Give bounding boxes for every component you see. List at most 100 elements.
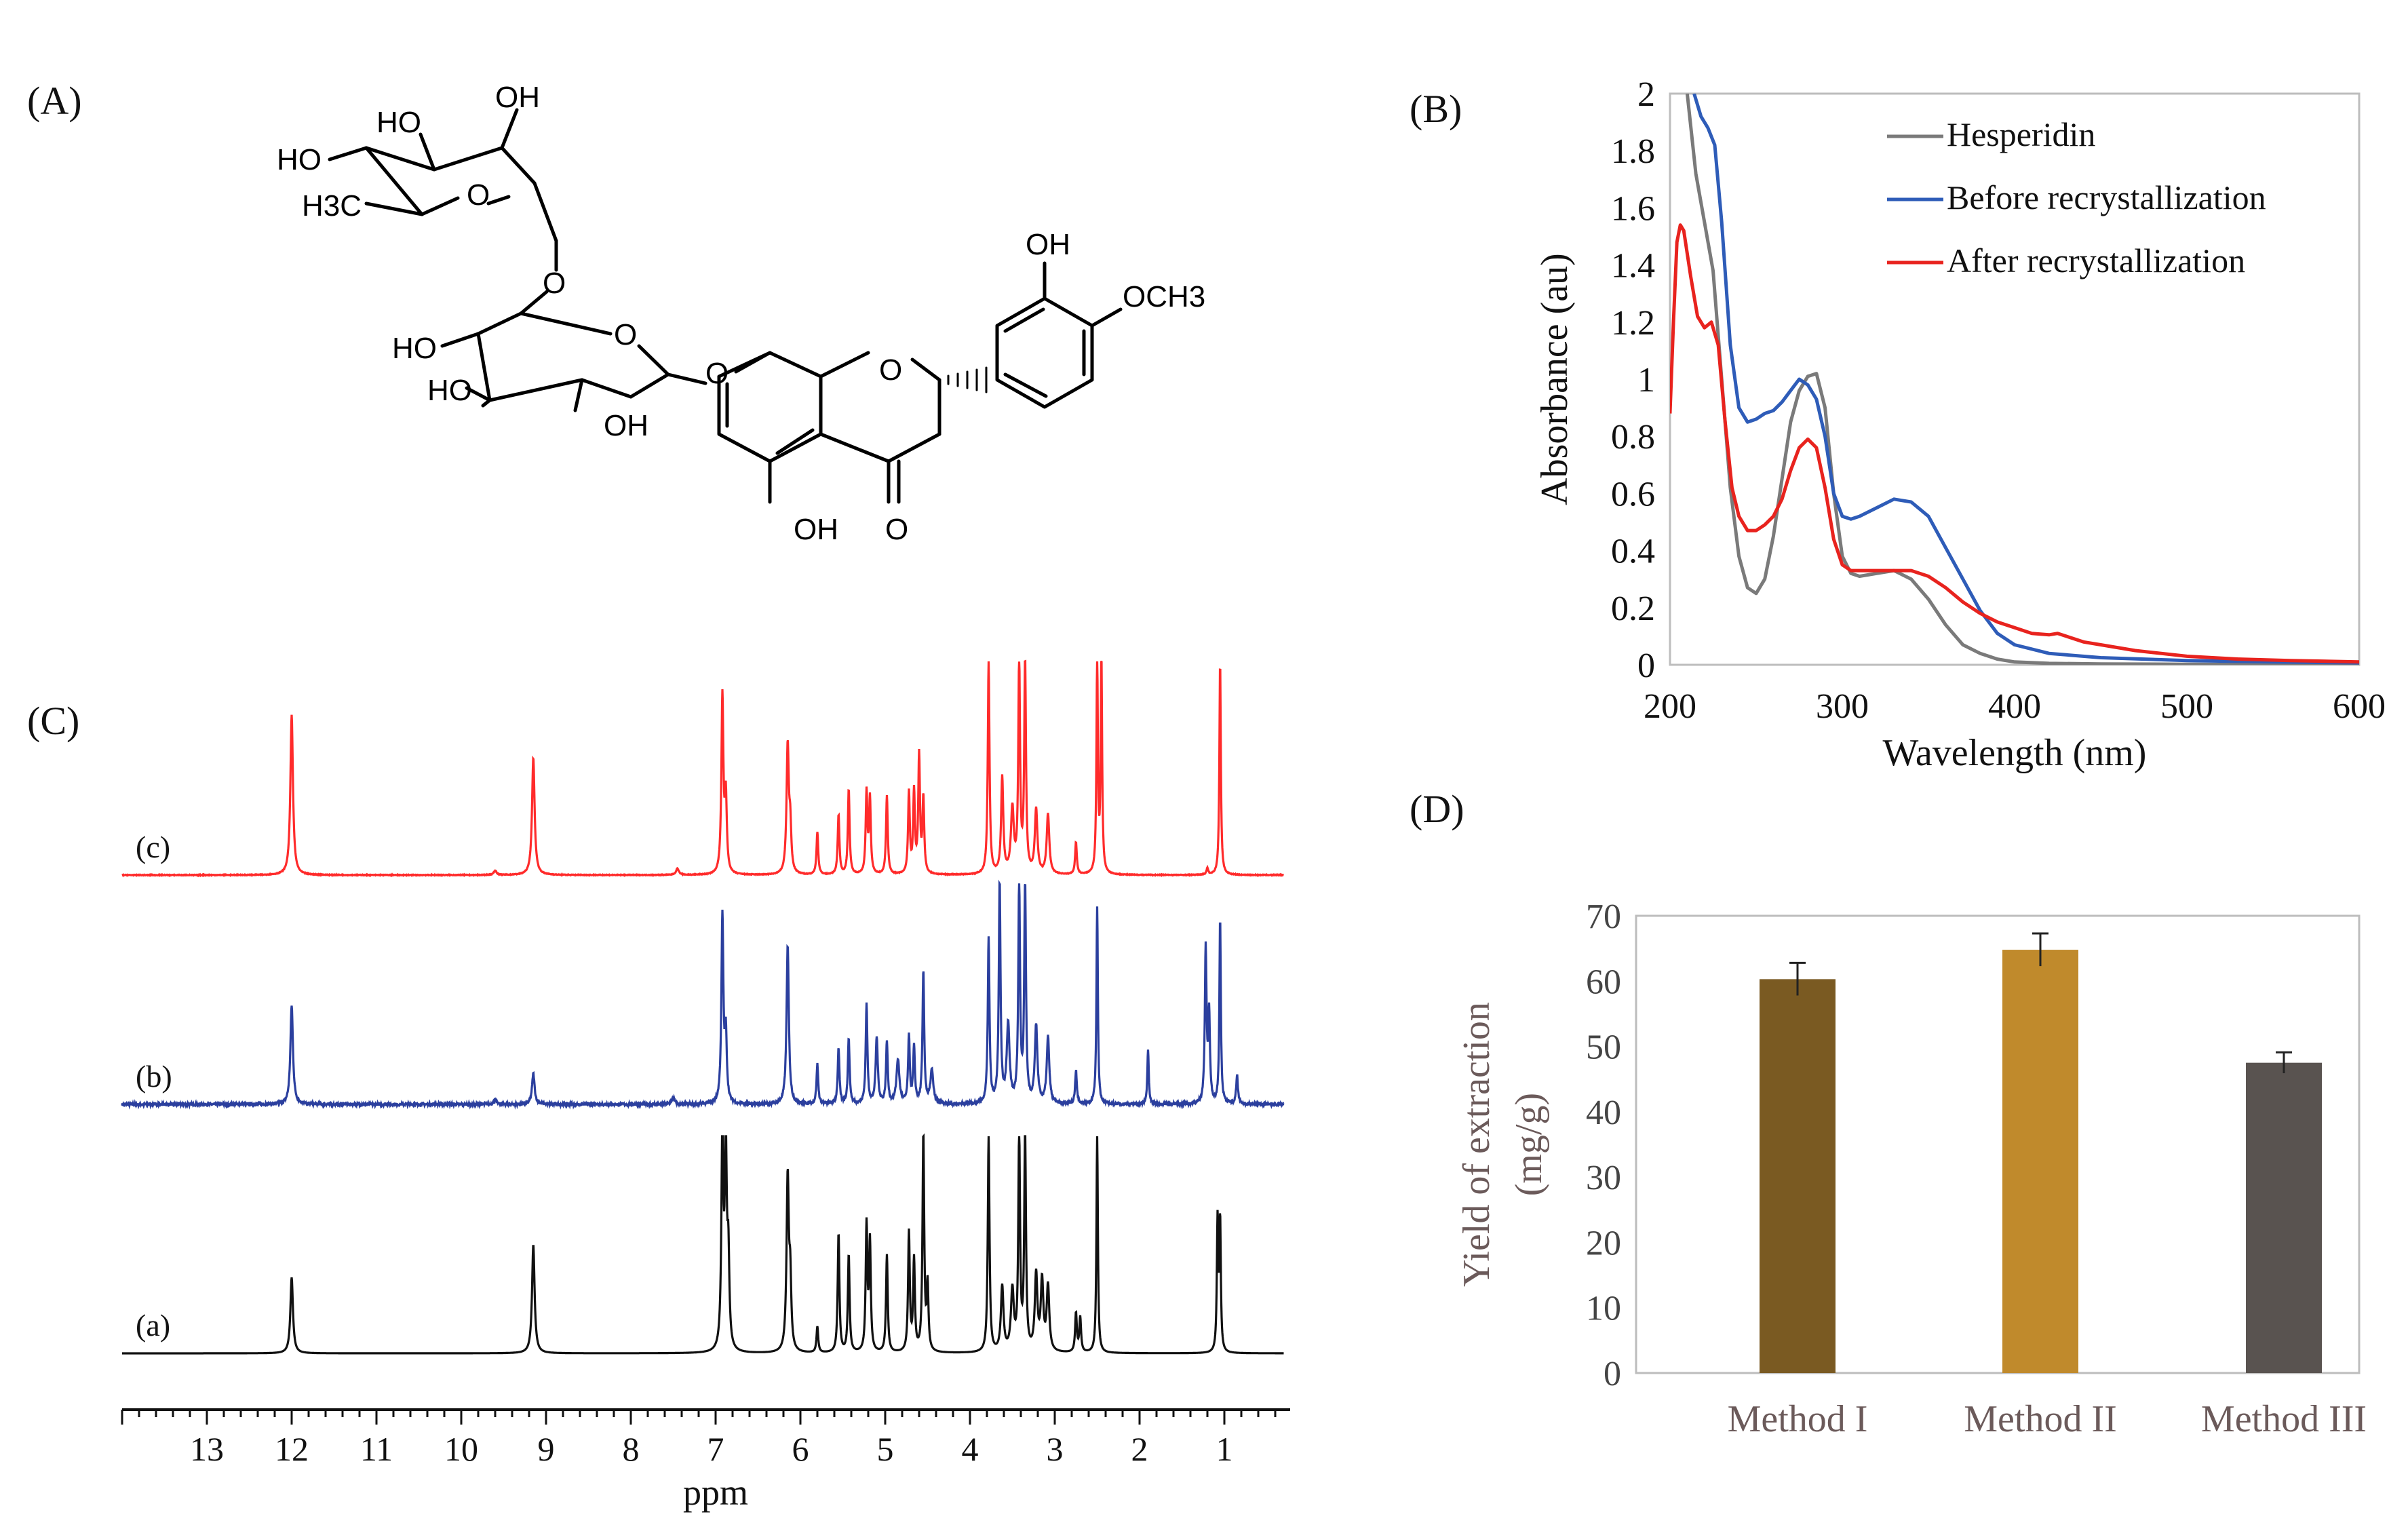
x-tick-label: 9 <box>538 1430 555 1468</box>
x-tick-label: 12 <box>275 1430 309 1468</box>
rhamnose-bond <box>500 146 537 185</box>
group-label: OH <box>495 81 540 114</box>
x-axis-label: ppm <box>683 1472 748 1513</box>
spectrum-label-a: (a) <box>136 1308 170 1342</box>
y-tick-label: 1.6 <box>1611 189 1655 228</box>
group-label: HO <box>392 332 437 365</box>
x-tick-label: 200 <box>1644 687 1696 726</box>
rhamnose-bond <box>500 108 519 150</box>
x-tick-label: 500 <box>2160 687 2213 726</box>
y-tick-label: 30 <box>1586 1159 1621 1197</box>
panel-label-a: (A) <box>27 79 82 123</box>
series-line-1 <box>1692 94 2359 665</box>
rhamnose-bond <box>364 201 424 216</box>
y-tick-label: 0 <box>1604 1355 1621 1393</box>
glucose-bond <box>481 398 492 408</box>
legend-label-2: After recrystallization <box>1947 241 2245 279</box>
x-tick-label: 7 <box>707 1430 724 1468</box>
glucose-bond <box>666 372 707 385</box>
bring-double <box>1003 307 1045 333</box>
y-tick-label: 0.6 <box>1611 475 1655 514</box>
bring-double <box>1003 372 1048 398</box>
y-tick-label: 2 <box>1637 75 1655 114</box>
panel-label-c: (C) <box>27 699 79 743</box>
spectrum-label-b: (b) <box>136 1059 172 1094</box>
panel-label-d: (D) <box>1410 787 1464 831</box>
y-tick-label: 1 <box>1637 361 1655 400</box>
y-tick-label: 0 <box>1637 646 1655 685</box>
group-label: OH <box>604 409 648 442</box>
x-tick-label: 10 <box>444 1430 478 1468</box>
series-group <box>1670 94 2359 665</box>
aring <box>717 351 823 463</box>
y-tick-label: 1.4 <box>1611 247 1655 286</box>
x-tick-label: 13 <box>190 1430 224 1468</box>
rhamnose-bond <box>328 146 368 161</box>
rhamnose-bond <box>532 181 558 243</box>
cring-bond <box>819 351 870 379</box>
y-tick-label: 40 <box>1586 1094 1621 1132</box>
group-label: O <box>543 267 566 300</box>
spectrum-label-c: (c) <box>136 830 170 864</box>
x-tick-label: 1 <box>1216 1430 1233 1468</box>
bar-0 <box>1760 979 1836 1373</box>
glucose-bond <box>580 378 633 399</box>
category-label-0: Method I <box>1728 1398 1868 1440</box>
series-line-2 <box>1670 223 2359 664</box>
x-tick-label: 5 <box>877 1430 894 1468</box>
nmr-trace-2 <box>121 659 1284 878</box>
extraction-yield-chart: 0 10 20 30 40 50 60 70 Method I Method II Method I… <box>1456 897 2367 1440</box>
glucose-bond <box>476 332 492 402</box>
x-tick-label: 4 <box>962 1430 979 1468</box>
y-tick-label: 60 <box>1586 963 1621 1001</box>
y-axis-label: Yield of extraction <box>1456 1002 1498 1287</box>
y-tick-label: 1.2 <box>1611 304 1655 343</box>
x-tick-label: 400 <box>1988 687 2041 726</box>
glycosidic-bond <box>519 290 549 315</box>
group-label: HO <box>376 106 421 139</box>
group-label: O <box>467 178 490 212</box>
rhamnose-bond <box>364 146 424 216</box>
x-tick-label: 6 <box>792 1430 809 1468</box>
glucose-bond <box>637 344 670 376</box>
stereo-hash-bond <box>947 366 988 393</box>
glucose-bond <box>476 311 523 336</box>
cring-bond <box>887 432 941 463</box>
glucose-bond <box>440 332 480 348</box>
y-tick-label: 20 <box>1586 1224 1621 1262</box>
nmr-trace-0 <box>122 1133 1284 1355</box>
x-axis-label: Wavelength (nm) <box>1883 732 2147 774</box>
group-label: O <box>705 357 729 390</box>
glucose-bond <box>629 372 670 399</box>
plot-frame <box>1635 914 2361 1374</box>
bring <box>995 296 1094 409</box>
y-tick-label: 70 <box>1586 897 1621 936</box>
y-tick-label: 1.8 <box>1611 132 1655 171</box>
rhamnose-bond <box>419 132 436 172</box>
group-label: HO <box>277 143 322 176</box>
group-label: HO <box>427 374 472 407</box>
group-label: O <box>614 318 637 351</box>
x-tick-label: 300 <box>1816 687 1869 726</box>
nmr-spectra-chart: (a) (b) (c) 13 12 11 10 9 8 7 6 5 4 3 2 1 ppm <box>121 659 1290 1513</box>
nmr-trace-1 <box>121 879 1285 1110</box>
cring-bond <box>910 357 941 382</box>
x-tick-label: 11 <box>360 1430 393 1468</box>
glucose-bond <box>488 378 584 402</box>
x-tick-label: 3 <box>1047 1430 1064 1468</box>
legend-label-0: Hesperidin <box>1947 115 2095 153</box>
group-label: O <box>885 513 908 546</box>
y-axis-unit: (mg/g) <box>1508 1093 1550 1196</box>
glucose-bond <box>573 378 584 412</box>
structure-labels: OH HO HO H3C O O HO HO OH O O O OH O OH … <box>277 81 1205 546</box>
y-axis-label: Absorbance (au) <box>1534 253 1576 505</box>
x-tick-label: 2 <box>1131 1430 1148 1468</box>
category-label-1: Method II <box>1964 1398 2117 1440</box>
group-label: O <box>879 353 902 387</box>
legend-label-1: Before recrystallization <box>1947 178 2266 216</box>
hesperidin-structure <box>328 108 1123 504</box>
group-label: OCH3 <box>1123 280 1205 313</box>
group-label: OH <box>1026 228 1070 261</box>
rhamnose-bond <box>420 196 460 216</box>
